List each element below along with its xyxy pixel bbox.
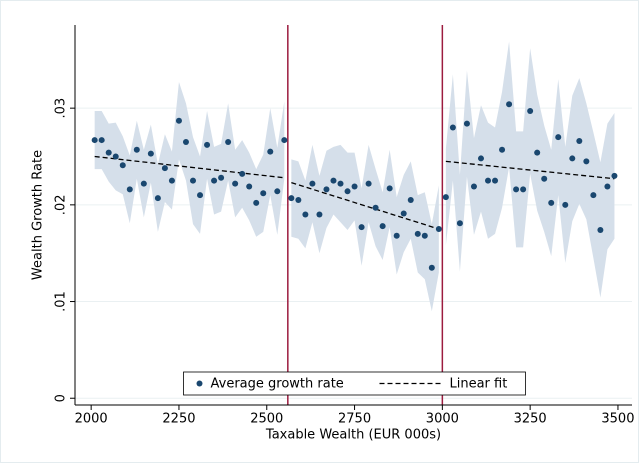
data-point — [260, 190, 267, 197]
data-point — [168, 177, 175, 184]
data-point — [182, 138, 189, 145]
data-point — [119, 162, 126, 169]
data-point — [274, 188, 281, 195]
data-point — [126, 186, 133, 193]
data-point — [112, 153, 119, 160]
fit-line — [94, 155, 615, 230]
x-tick-label: 2250 — [162, 412, 195, 427]
data-point — [611, 172, 618, 179]
data-point — [499, 146, 506, 153]
data-point — [407, 197, 414, 204]
data-point — [288, 195, 295, 202]
data-point — [492, 177, 499, 184]
data-point — [386, 185, 393, 192]
data-point — [351, 183, 358, 190]
data-point — [477, 155, 484, 162]
data-point — [604, 183, 611, 190]
data-point — [365, 180, 372, 187]
data-point — [154, 195, 161, 202]
data-point — [541, 175, 548, 182]
data-point — [253, 199, 260, 206]
data-point — [555, 134, 562, 141]
data-point — [147, 150, 154, 157]
data-point — [246, 183, 253, 190]
legend-box — [183, 371, 526, 396]
data-point — [562, 201, 569, 208]
data-point — [98, 137, 105, 144]
data-point — [421, 232, 428, 239]
data-point — [161, 165, 168, 172]
data-point — [400, 210, 407, 217]
data-point — [414, 230, 421, 237]
data-point — [442, 194, 449, 201]
data-point — [337, 180, 344, 187]
y-axis-title: Wealth Growth Rate — [31, 150, 46, 280]
data-point — [534, 149, 541, 156]
data-point — [520, 186, 527, 193]
data-point — [576, 138, 583, 145]
data-point — [302, 211, 309, 218]
data-point — [513, 186, 520, 193]
data-point — [583, 158, 590, 165]
x-tick-label: 3000 — [426, 412, 459, 427]
data-point — [393, 232, 400, 239]
legend-marker — [196, 380, 203, 387]
data-point — [140, 180, 147, 187]
data-point — [527, 108, 534, 115]
data-point — [358, 224, 365, 231]
x-tick-label: 2500 — [250, 412, 283, 427]
data-point — [470, 183, 477, 190]
data-point — [330, 177, 337, 184]
y-tick-label: .02 — [54, 195, 69, 216]
x-tick-label: 2000 — [75, 412, 108, 427]
legend-label: Average growth rate — [211, 377, 344, 392]
data-point — [456, 220, 463, 227]
data-point — [281, 137, 288, 144]
data-point — [190, 177, 197, 184]
data-point — [211, 177, 218, 184]
data-point — [232, 180, 239, 187]
data-point — [267, 148, 274, 155]
legend-label: Linear fit — [450, 377, 508, 392]
data-point — [435, 226, 442, 233]
data-point — [463, 120, 470, 127]
data-point — [197, 192, 204, 199]
x-tick-label: 3500 — [601, 412, 634, 427]
data-point — [379, 223, 386, 230]
x-tick-label: 3250 — [514, 412, 547, 427]
data-point — [569, 155, 576, 162]
data-point — [91, 137, 98, 144]
x-tick-label: 2750 — [338, 412, 371, 427]
data-point — [309, 180, 316, 187]
data-point — [133, 146, 140, 153]
data-point — [295, 197, 302, 204]
data-point — [506, 101, 513, 108]
data-point — [204, 141, 211, 148]
data-point — [316, 211, 323, 218]
data-point — [597, 226, 604, 233]
data-point — [548, 199, 555, 206]
data-point — [323, 186, 330, 193]
data-point — [485, 177, 492, 184]
confidence-band — [94, 82, 285, 237]
data-point — [449, 124, 456, 131]
confidence-band — [291, 144, 439, 312]
data-point — [175, 117, 182, 124]
data-point — [372, 204, 379, 211]
y-tick-label: .01 — [54, 291, 69, 312]
y-tick-label: 0 — [54, 394, 69, 402]
data-point — [428, 264, 435, 271]
data-point — [218, 174, 225, 181]
data-point — [239, 170, 246, 177]
data-point — [590, 192, 597, 199]
x-axis-title: Taxable Wealth (EUR 000s) — [265, 428, 441, 443]
data-point — [344, 188, 351, 195]
y-tick-label: .03 — [54, 98, 69, 119]
data-point — [225, 138, 232, 145]
data-point — [105, 149, 112, 156]
